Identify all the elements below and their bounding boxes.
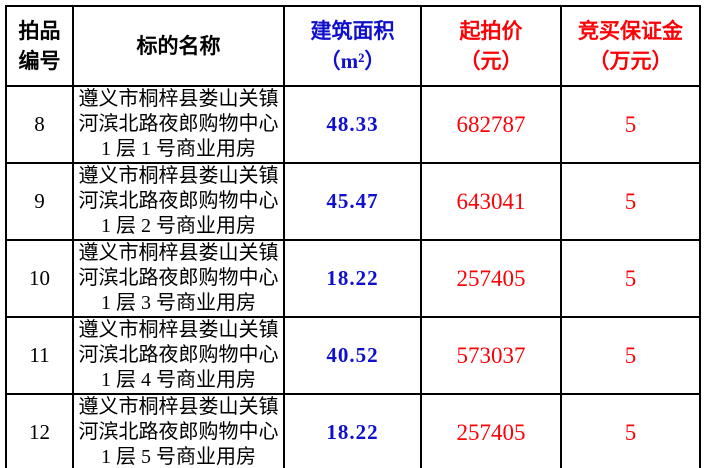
area-cell: 45.47 <box>283 162 422 241</box>
lot-number-cell: 10 <box>5 239 74 318</box>
lot-number-cell: 11 <box>5 316 74 395</box>
area-cell: 48.33 <box>283 85 422 164</box>
area-cell: 18.22 <box>283 393 422 468</box>
lot-number-cell: 9 <box>5 162 74 241</box>
table-header-row: 拍品 编号 标的名称 建筑面积 （m²） 起拍价 （元） 竞买保证金 （万元） <box>5 5 701 87</box>
price-cell: 257405 <box>420 239 562 318</box>
table-row: 11 遵义市桐梓县娄山关镇 河滨北路夜郎购物中心 1 层 4 号商业用房 40.… <box>5 316 701 395</box>
table-row: 9 遵义市桐梓县娄山关镇 河滨北路夜郎购物中心 1 层 2 号商业用房 45.4… <box>5 162 701 241</box>
deposit-cell: 5 <box>560 85 701 164</box>
area-cell: 18.22 <box>283 239 422 318</box>
lot-number-cell: 12 <box>5 393 74 468</box>
area-cell: 40.52 <box>283 316 422 395</box>
property-name-cell: 遵义市桐梓县娄山关镇 河滨北路夜郎购物中心 1 层 4 号商业用房 <box>72 316 285 395</box>
deposit-cell: 5 <box>560 316 701 395</box>
header-bid-deposit: 竞买保证金 （万元） <box>560 5 701 87</box>
property-name-cell: 遵义市桐梓县娄山关镇 河滨北路夜郎购物中心 1 层 3 号商业用房 <box>72 239 285 318</box>
deposit-cell: 5 <box>560 393 701 468</box>
deposit-cell: 5 <box>560 162 701 241</box>
price-cell: 257405 <box>420 393 562 468</box>
lot-number-cell: 8 <box>5 85 74 164</box>
header-lot-number: 拍品 编号 <box>5 5 74 87</box>
property-name-cell: 遵义市桐梓县娄山关镇 河滨北路夜郎购物中心 1 层 2 号商业用房 <box>72 162 285 241</box>
table-row: 8 遵义市桐梓县娄山关镇 河滨北路夜郎购物中心 1 层 1 号商业用房 48.3… <box>5 85 701 164</box>
property-name-cell: 遵义市桐梓县娄山关镇 河滨北路夜郎购物中心 1 层 1 号商业用房 <box>72 85 285 164</box>
header-starting-price: 起拍价 （元） <box>420 5 562 87</box>
auction-table: 拍品 编号 标的名称 建筑面积 （m²） 起拍价 （元） 竞买保证金 （万元） … <box>5 5 701 468</box>
header-building-area: 建筑面积 （m²） <box>283 5 422 87</box>
property-name-cell: 遵义市桐梓县娄山关镇 河滨北路夜郎购物中心 1 层 5 号商业用房 <box>72 393 285 468</box>
price-cell: 573037 <box>420 316 562 395</box>
header-property-name: 标的名称 <box>72 5 285 87</box>
price-cell: 682787 <box>420 85 562 164</box>
deposit-cell: 5 <box>560 239 701 318</box>
table-row: 12 遵义市桐梓县娄山关镇 河滨北路夜郎购物中心 1 层 5 号商业用房 18.… <box>5 393 701 468</box>
table-row: 10 遵义市桐梓县娄山关镇 河滨北路夜郎购物中心 1 层 3 号商业用房 18.… <box>5 239 701 318</box>
price-cell: 643041 <box>420 162 562 241</box>
